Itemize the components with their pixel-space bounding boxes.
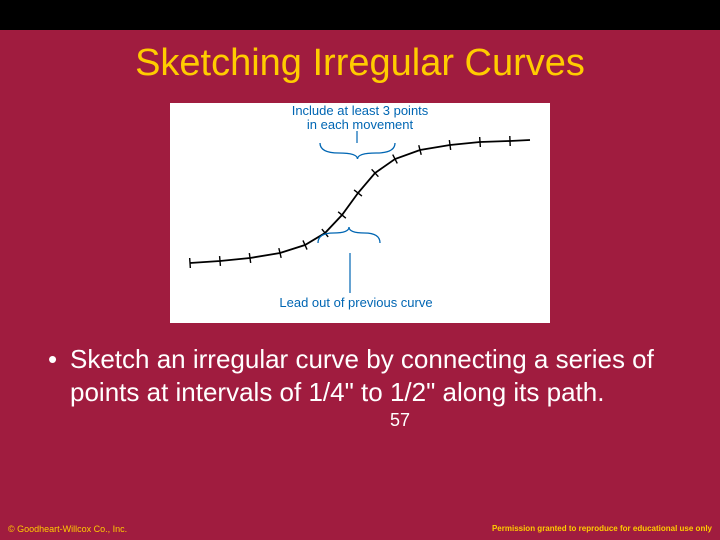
page-number: 57	[80, 410, 720, 431]
bullet-text: Sketch an irregular curve by connecting …	[0, 323, 720, 408]
svg-text:Lead out of previous curve: Lead out of previous curve	[279, 295, 432, 310]
footer: © Goodheart-Willcox Co., Inc. Permission…	[0, 524, 720, 534]
copyright-text: © Goodheart-Willcox Co., Inc.	[8, 524, 127, 534]
slide-title: Sketching Irregular Curves	[0, 30, 720, 85]
figure-diagram: Include at least 3 pointsin each movemen…	[170, 103, 550, 323]
svg-text:in each movement: in each movement	[307, 117, 414, 132]
permission-text: Permission granted to reproduce for educ…	[492, 524, 712, 534]
title-bar	[0, 0, 720, 30]
svg-text:Include at least 3 points: Include at least 3 points	[292, 103, 429, 118]
